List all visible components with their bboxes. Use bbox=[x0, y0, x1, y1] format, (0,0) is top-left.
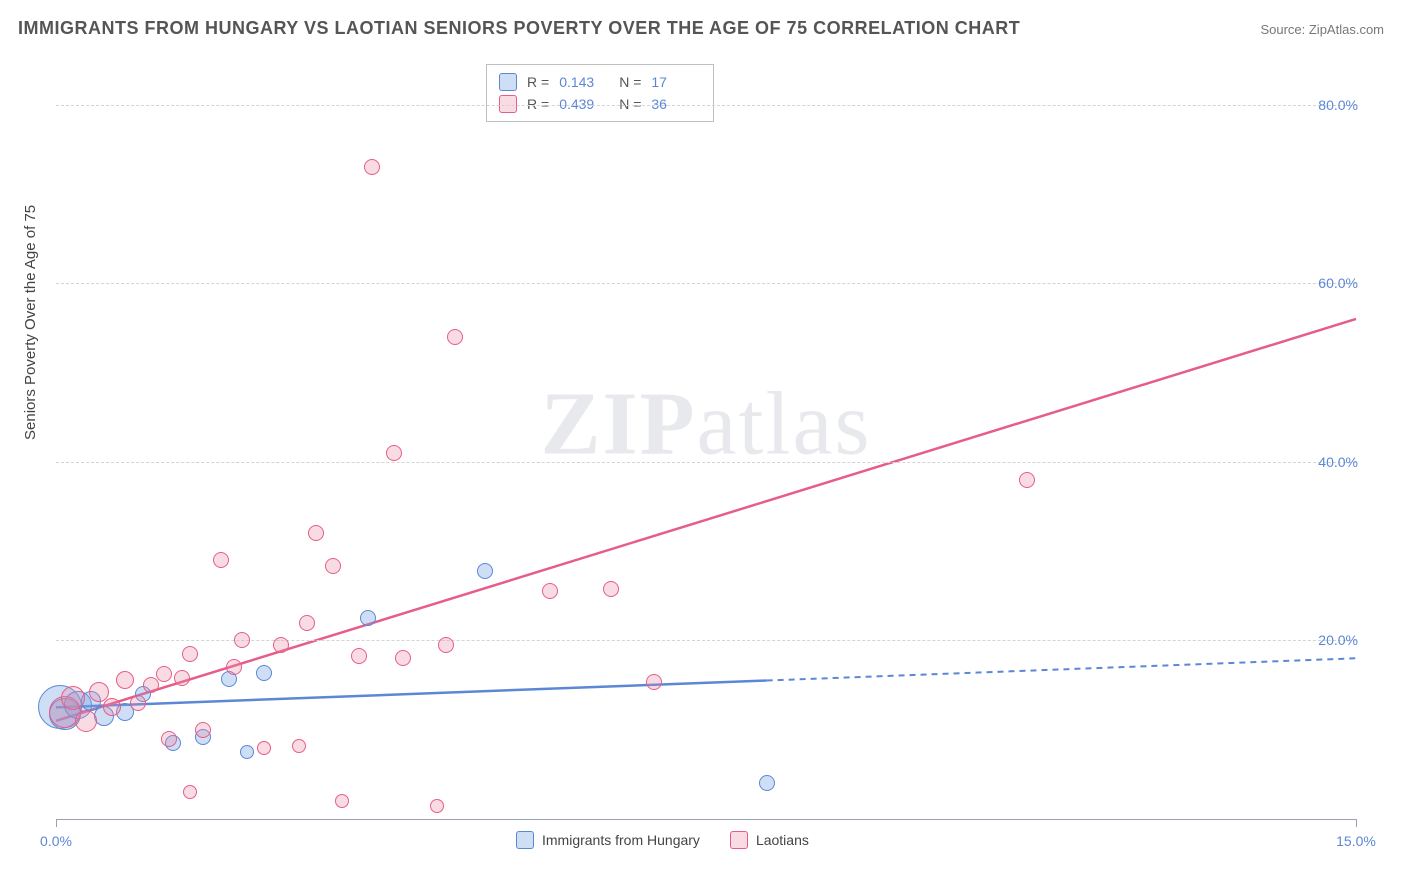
gridline bbox=[56, 640, 1356, 641]
data-point bbox=[273, 637, 289, 653]
n-value: 17 bbox=[651, 71, 701, 93]
gridline bbox=[56, 105, 1356, 106]
data-point bbox=[364, 159, 380, 175]
correlation-legend: R =0.143N =17R =0.439N =36 bbox=[486, 64, 714, 122]
legend-item-hungary: Immigrants from Hungary bbox=[516, 831, 700, 849]
x-tick bbox=[1356, 819, 1357, 827]
data-point bbox=[759, 775, 775, 791]
data-point bbox=[213, 552, 229, 568]
data-point bbox=[1019, 472, 1035, 488]
y-tick-label: 40.0% bbox=[1318, 454, 1358, 470]
data-point bbox=[257, 741, 271, 755]
y-tick-label: 80.0% bbox=[1318, 97, 1358, 113]
data-point bbox=[61, 686, 85, 710]
data-point bbox=[308, 525, 324, 541]
chart-title: IMMIGRANTS FROM HUNGARY VS LAOTIAN SENIO… bbox=[18, 18, 1020, 39]
data-point bbox=[116, 671, 134, 689]
gridline bbox=[56, 462, 1356, 463]
legend-label: Laotians bbox=[756, 832, 809, 848]
data-point bbox=[477, 563, 493, 579]
data-point bbox=[156, 666, 172, 682]
data-point bbox=[360, 610, 376, 626]
data-point bbox=[430, 799, 444, 813]
series-legend: Immigrants from Hungary Laotians bbox=[516, 831, 809, 849]
data-point bbox=[447, 329, 463, 345]
data-point bbox=[603, 581, 619, 597]
data-point bbox=[299, 615, 315, 631]
data-point bbox=[292, 739, 306, 753]
gridline bbox=[56, 283, 1356, 284]
data-point bbox=[103, 698, 121, 716]
data-point bbox=[234, 632, 250, 648]
trend-line-dashed-hungary bbox=[767, 658, 1356, 680]
y-axis-label: Seniors Poverty Over the Age of 75 bbox=[22, 205, 39, 440]
data-point bbox=[325, 558, 341, 574]
legend-swatch bbox=[730, 831, 748, 849]
legend-swatch bbox=[499, 73, 517, 91]
r-value: 0.143 bbox=[559, 71, 609, 93]
scatter-plot-area: ZIPatlas R =0.143N =17R =0.439N =36 Immi… bbox=[56, 60, 1356, 820]
y-tick-label: 60.0% bbox=[1318, 275, 1358, 291]
legend-item-laotians: Laotians bbox=[730, 831, 809, 849]
data-point bbox=[130, 695, 146, 711]
y-tick-label: 20.0% bbox=[1318, 632, 1358, 648]
data-point bbox=[182, 646, 198, 662]
data-point bbox=[226, 659, 242, 675]
data-point bbox=[161, 731, 177, 747]
x-tick bbox=[56, 819, 57, 827]
data-point bbox=[143, 677, 159, 693]
data-point bbox=[386, 445, 402, 461]
data-point bbox=[395, 650, 411, 666]
legend-row-hungary: R = 0.143 N = 17 bbox=[499, 71, 701, 93]
trend-line-laotians bbox=[56, 319, 1356, 721]
data-point bbox=[195, 722, 211, 738]
data-point bbox=[174, 670, 190, 686]
data-point bbox=[240, 745, 254, 759]
data-point bbox=[75, 710, 97, 732]
n-label: N = bbox=[619, 71, 641, 93]
data-point bbox=[183, 785, 197, 799]
data-point bbox=[335, 794, 349, 808]
x-tick-label: 15.0% bbox=[1336, 833, 1376, 849]
data-point bbox=[438, 637, 454, 653]
data-point bbox=[351, 648, 367, 664]
x-tick-label: 0.0% bbox=[40, 833, 72, 849]
source-label: Source: ZipAtlas.com bbox=[1260, 22, 1384, 37]
r-label: R = bbox=[527, 71, 549, 93]
data-point bbox=[542, 583, 558, 599]
legend-swatch bbox=[516, 831, 534, 849]
trend-lines-svg bbox=[56, 60, 1356, 819]
data-point bbox=[256, 665, 272, 681]
legend-label: Immigrants from Hungary bbox=[542, 832, 700, 848]
data-point bbox=[646, 674, 662, 690]
